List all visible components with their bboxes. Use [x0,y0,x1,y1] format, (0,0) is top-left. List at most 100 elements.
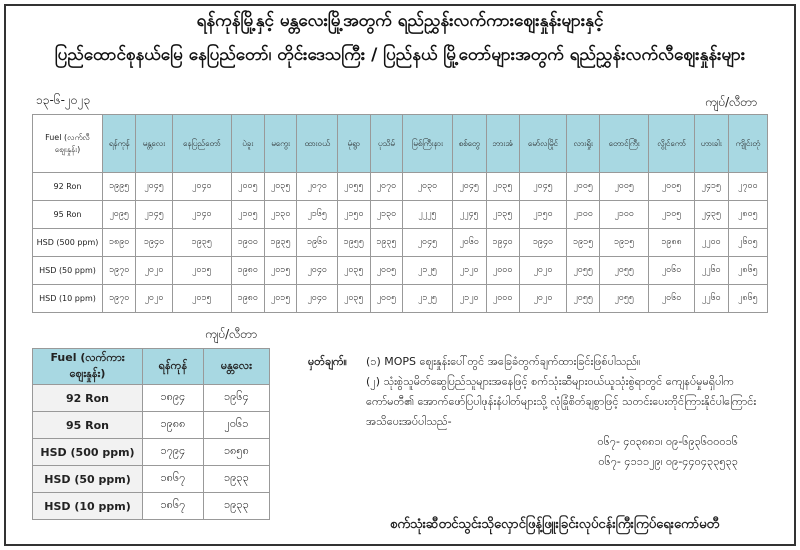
price-cell: ၂၁၃၅ [485,200,520,229]
price-cell: ၁၉၁၅ [566,228,601,257]
price-cell: ၂၀၆၀ [451,228,487,257]
price-cell: ၂၀၀၀ [485,256,520,285]
fuel-label: HSD (50 ppm) [32,256,103,285]
price-cell: ၂၀၃၅ [485,172,520,201]
phone-2: ၀၆၇- ၄၁၁၁၂၉၊ ၀၉-၄၄၀၄၃၃၅၃၃ [598,455,738,468]
table-row: HSD (50 ppm) ၁၉၇၀ ၂၀၂၀ ၂၀၁၅ ၁၉၈၀ ၂၀၁၅ ၂၀၄၀ ၂၀၃၅… [32,256,769,285]
city-header: မုံရွာ [336,114,371,173]
price-cell: ၂၀၇၀ [296,172,338,201]
price-cell: ၁၉၆၄ [202,384,271,412]
notes: မှတ်ချက်။ (၁) MOPS ဈေးနှုန်းပေါ်တွင် အခြ… [308,352,768,472]
city-header: ပုသိမ် [369,114,404,173]
price-cell: ၂၁၃၀ [263,200,298,229]
price-cell: ၂၀၁၅ [263,256,298,285]
table-row: 95 Ron ၂၀၉၅ ၂၁၄၅ ၂၁၄၀ ၂၁၀၅ ၂၁၃၀ ၂၁၆၅ ၂၁၅၀ ၂၁၃၀ ၂၂… [32,200,769,229]
price-cell: ၁၉၄၀ [485,228,520,257]
price-cell: ၂၀၃၅ [336,284,371,313]
price-cell: ၂၀၀၅ [369,284,404,313]
price-cell: ၁၉၃၅ [369,228,404,257]
price-cell: ၂၀၀၅ [599,172,650,201]
price-cell: ၂၈၀၅ [727,200,769,229]
fuel-label: HSD (500 ppm) [32,228,103,257]
city-header: ဘားအံ [485,114,520,173]
table-row: HSD (500 ppm) ၁၈၉၀ ၁၉၄၀ ၁၉၃၅ ၁၉၀၀ ၁၉၃၅ ၁၉၆၀ ၁၉၅… [32,228,769,257]
unit-label: ကျပ်/လီတာ [705,95,758,109]
price-cell: ၂၀၅၅ [599,256,650,285]
price-cell: ၁၉၆၀ [296,228,338,257]
fuel-label: HSD (10 ppm) [32,492,143,520]
price-cell: ၂၀၀၅ [566,172,601,201]
price-cell: ၂၀၄၅ [518,172,568,201]
price-cell: ၂၀၂၀ [518,256,568,285]
price-cell: ၂၁၂၀ [451,256,487,285]
price-cell: ၂၀၁၅ [171,284,232,313]
price-cell: ၂၀၃၅ [263,172,298,201]
price-cell: ၂၄၁၅ [693,172,729,201]
title-line-2: ပြည်ထောင်စုနယ်မြေ နေပြည်တော်၊ တိုင်းဒေသက… [54,45,746,65]
price-cell: ၂၁၅၀ [336,200,371,229]
price-cell: ၂၀၁၅ [263,284,298,313]
table-row: HSD (10 ppm) ၁၉၇၀ ၂၀၂၀ ၂၀၁၅ ၁၉၈၀ ၂၀၁၅ ၂၀၄၀ ၂၀၃၅… [32,284,769,313]
price-cell: ၁၈၉၀ [101,228,137,257]
city-header: ဟားခါး [693,114,729,173]
price-cell: ၂၁၀၅ [648,200,695,229]
price-cell: ၂၁၆၅ [296,200,338,229]
price-cell: ၂၀၀၅ [230,172,265,201]
price-cell: ၁၇၉၄ [142,438,204,466]
price-cell: ၂၀၄၅ [402,228,453,257]
price-cell: ၂၁၂၀ [451,284,487,313]
price-cell: ၁၉၄၀ [518,228,568,257]
table-row: 92 Ron ၁၉၉၅ ၂၀၄၅ ၂၀၄၀ ၂၀၀၅ ၂၀၃၅ ၂၀၇၀ ၂၀၅၅ ၂၀၇၀ ၂၀… [32,172,769,201]
price-cell: ၂၂၂၅ [402,200,453,229]
price-cell: ၂၀၇၀ [369,172,404,201]
page-frame [4,4,796,546]
price-cell: ၂၆၀၅ [727,228,769,257]
price-cell: ၁၈၉၄ [142,384,204,412]
price-cell: ၁၉၇၀ [101,256,137,285]
price-cell: ၂၀၁၅ [171,256,232,285]
price-cell: ၂၁၄၀ [171,200,232,229]
price-cell: ၂၀၂၀ [518,284,568,313]
fuel-label: 92 Ron [32,172,103,201]
price-cell: ၁၉၃၅ [263,228,298,257]
city-header: ရန်ကုန် [101,114,137,173]
price-cell: ၂၈၆၅ [727,256,769,285]
retail-price-table: Fuel (လက်လီဈေးနှုန်း) ရန်ကုန် မန္တလေး နေပြည… [32,114,769,313]
price-cell: ၁၉၈၀ [230,256,265,285]
table-row: HSD (500 ppm) ၁၇၉၄ ၁၈၅၈ [32,438,271,466]
notes-label: မှတ်ချက်။ [308,355,348,368]
footer-committee: စက်သုံးဆီတင်သွင်းသိုလှောင်ဖြန့်ဖြူးခြင်း… [390,517,720,532]
note-2: (၂) သုံးစွဲသူမိတ်ဆွေပြည်သူများအနေဖြင့် စ… [366,375,757,428]
price-cell: ၂၀၄၅ [451,172,487,201]
price-cell: ၂၀၄၀ [296,284,338,313]
price-cell: ၁၈၆၇ [142,492,204,520]
price-cell: ၂၀၀၅ [648,172,695,201]
table-row: 92 Ron ၁၈၉၄ ၁၉၆၄ [32,384,271,412]
price-cell: ၁၈၅၈ [202,438,271,466]
city-header: နေပြည်တော် [171,114,232,173]
city-header: ထားဝယ် [296,114,338,173]
fuel-label: HSD (500 ppm) [32,438,143,466]
price-cell: ၂၁၀၀ [599,200,650,229]
price-cell: ၂၁၂၅ [402,256,453,285]
price-cell: ၂၀၅၅ [336,172,371,201]
table-row: HSD (50 ppm) ၁၈၆၇ ၁၉၃၃ [32,465,271,493]
city-header: လွိုင်ကော် [648,114,695,173]
price-cell: ၂၂၆၀ [693,284,729,313]
price-cell: ၁၉၄၀ [135,228,173,257]
fuel-label: 95 Ron [32,411,143,439]
price-cell: ၂၄၃၅ [693,200,729,229]
city-header: တောင်ကြီး [599,114,650,173]
price-cell: ၁၉၈၈ [142,411,204,439]
price-cell: ၂၀၅၅ [566,256,601,285]
price-cell: ၂၂၀၀ [693,228,729,257]
fuel-header: Fuel (လက်ကားဈေးနှုန်း) [32,348,143,385]
city-header: စစ်တွေ [451,114,487,173]
fuel-label: 95 Ron [32,200,103,229]
price-cell: ၂၁၀၀ [566,200,601,229]
price-cell: ၂၇၀၀ [727,172,769,201]
table-row: 95 Ron ၁၉၈၈ ၂၀၆၁ [32,411,271,439]
price-cell: ၁၉၃၃ [202,465,271,493]
price-cell: ၂၁၄၅ [135,200,173,229]
price-cell: ၁၉၁၅ [599,228,650,257]
